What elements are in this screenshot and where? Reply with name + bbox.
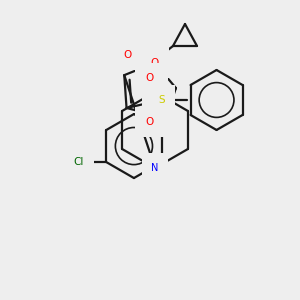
Text: O: O: [123, 50, 131, 60]
Text: Cl: Cl: [73, 157, 83, 167]
Text: O: O: [146, 117, 154, 127]
Text: S: S: [158, 95, 165, 105]
Text: O: O: [146, 73, 154, 83]
Text: O: O: [151, 58, 159, 68]
Text: N: N: [154, 111, 162, 121]
Text: N: N: [151, 163, 159, 173]
Text: N: N: [151, 87, 159, 97]
